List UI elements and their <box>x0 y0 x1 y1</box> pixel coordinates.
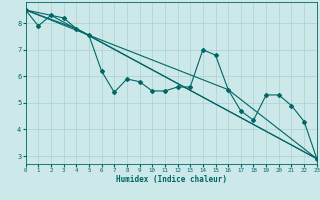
X-axis label: Humidex (Indice chaleur): Humidex (Indice chaleur) <box>116 175 227 184</box>
